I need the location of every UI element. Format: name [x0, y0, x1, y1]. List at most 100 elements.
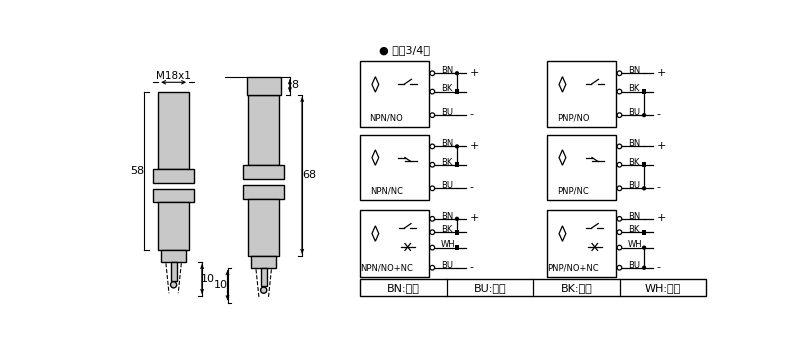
- Text: 68: 68: [302, 170, 316, 181]
- Circle shape: [430, 144, 434, 149]
- Text: +: +: [656, 141, 666, 151]
- Circle shape: [617, 230, 622, 234]
- Circle shape: [430, 230, 434, 234]
- Polygon shape: [372, 226, 378, 241]
- Text: WH: WH: [441, 240, 455, 250]
- Circle shape: [430, 186, 434, 191]
- Text: 10: 10: [202, 274, 215, 284]
- Circle shape: [617, 162, 622, 167]
- Circle shape: [455, 216, 459, 221]
- Text: BU: BU: [628, 181, 640, 190]
- Polygon shape: [372, 150, 378, 165]
- Text: +: +: [470, 141, 478, 151]
- Circle shape: [617, 144, 622, 149]
- Bar: [547, 135, 616, 200]
- Bar: [251, 256, 276, 268]
- Text: BK: BK: [628, 84, 639, 93]
- Polygon shape: [559, 150, 566, 165]
- Bar: [642, 89, 646, 94]
- Circle shape: [430, 245, 434, 250]
- Circle shape: [170, 282, 177, 288]
- Polygon shape: [372, 77, 378, 92]
- Text: PNP/NO+NC: PNP/NO+NC: [547, 263, 599, 272]
- Text: -: -: [656, 183, 661, 193]
- Bar: [454, 230, 459, 234]
- Text: +: +: [470, 213, 478, 223]
- Bar: [243, 185, 285, 199]
- Bar: [547, 62, 616, 127]
- Circle shape: [617, 265, 622, 270]
- Circle shape: [455, 71, 459, 75]
- Bar: [153, 169, 194, 183]
- Circle shape: [430, 71, 434, 76]
- Text: BN: BN: [628, 212, 640, 221]
- Text: BN:棕色: BN:棕色: [387, 283, 420, 293]
- Circle shape: [642, 113, 646, 117]
- Circle shape: [617, 186, 622, 191]
- Bar: [158, 92, 189, 169]
- Bar: [454, 89, 459, 94]
- Text: 10: 10: [214, 280, 227, 290]
- Text: BK: BK: [441, 158, 452, 166]
- Text: -: -: [656, 109, 661, 119]
- Polygon shape: [559, 226, 566, 241]
- Text: PNP/NO: PNP/NO: [557, 113, 590, 122]
- Bar: [248, 95, 279, 165]
- Text: +: +: [656, 213, 666, 223]
- Circle shape: [455, 144, 459, 149]
- Text: BU: BU: [441, 260, 453, 270]
- Circle shape: [430, 162, 434, 167]
- Bar: [360, 279, 706, 296]
- Bar: [454, 162, 459, 167]
- Circle shape: [430, 216, 434, 221]
- Text: BN: BN: [628, 139, 640, 148]
- Text: BK: BK: [441, 225, 452, 234]
- Text: 58: 58: [130, 166, 145, 176]
- Text: BN: BN: [441, 66, 453, 75]
- Text: BN: BN: [441, 212, 453, 221]
- Circle shape: [617, 113, 622, 118]
- Bar: [158, 202, 189, 250]
- Text: WH:白色: WH:白色: [645, 283, 682, 293]
- Text: BK: BK: [628, 158, 639, 166]
- Text: -: -: [656, 262, 661, 272]
- Bar: [360, 210, 430, 277]
- Text: BU: BU: [628, 260, 640, 270]
- Text: -: -: [470, 183, 474, 193]
- Text: BK:黑色: BK:黑色: [561, 283, 592, 293]
- Bar: [261, 268, 266, 286]
- Text: NPN/NO: NPN/NO: [370, 113, 403, 122]
- Text: +: +: [656, 68, 666, 77]
- Text: BN: BN: [628, 66, 640, 75]
- Text: BK: BK: [441, 84, 452, 93]
- Bar: [248, 199, 279, 256]
- Polygon shape: [559, 77, 566, 92]
- Text: BU: BU: [441, 108, 453, 117]
- Text: ● 直洖3/4线: ● 直洖3/4线: [379, 45, 430, 55]
- Bar: [162, 250, 186, 262]
- Bar: [170, 262, 177, 281]
- Bar: [153, 189, 194, 202]
- Circle shape: [617, 71, 622, 76]
- Circle shape: [642, 186, 646, 190]
- Bar: [454, 245, 459, 250]
- Bar: [642, 162, 646, 167]
- Circle shape: [642, 245, 646, 250]
- Circle shape: [617, 245, 622, 250]
- Text: WH: WH: [628, 240, 642, 250]
- Text: BU: BU: [628, 108, 640, 117]
- Text: -: -: [470, 262, 474, 272]
- Text: NPN/NO+NC: NPN/NO+NC: [360, 263, 413, 272]
- Bar: [547, 210, 616, 277]
- Text: 8: 8: [292, 80, 299, 90]
- Circle shape: [617, 216, 622, 221]
- Bar: [246, 77, 281, 95]
- Text: -: -: [470, 109, 474, 119]
- Text: PNP/NC: PNP/NC: [558, 187, 590, 195]
- Circle shape: [642, 265, 646, 270]
- Circle shape: [430, 265, 434, 270]
- Text: BU: BU: [441, 181, 453, 190]
- Text: NPN/NC: NPN/NC: [370, 187, 402, 195]
- Circle shape: [430, 113, 434, 118]
- Text: BK: BK: [628, 225, 639, 234]
